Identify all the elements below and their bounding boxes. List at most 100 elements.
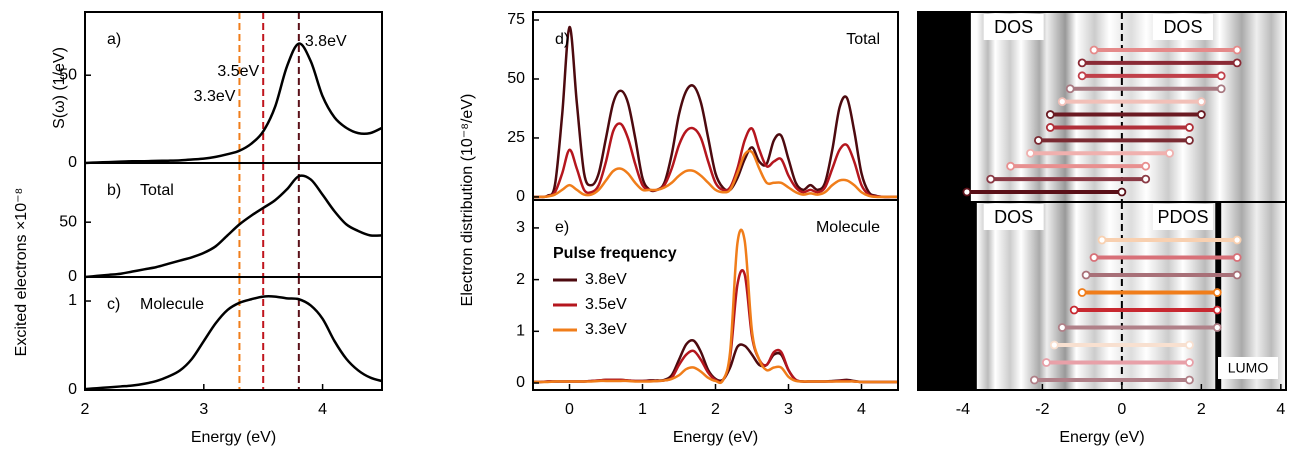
y-tick-label: 75 [507, 11, 525, 28]
y-tick-label: 1 [516, 323, 525, 340]
y-axis-label: Excited electrons ×10⁻⁸ [13, 188, 30, 357]
transition-start [1034, 135, 1043, 145]
data-line [84, 42, 383, 165]
x-tick-label: 4 [1276, 401, 1285, 418]
transition-start [962, 187, 972, 197]
y-axis-label: S(ω) (1/eV) [51, 47, 68, 129]
transition-end [1212, 288, 1222, 297]
x-axis-label: Energy (eV) [673, 429, 758, 446]
transition-start [1006, 161, 1015, 171]
x-tick-label: -2 [1035, 401, 1049, 418]
data-line [532, 149, 898, 199]
y-tick-label: 25 [507, 129, 525, 146]
transition-end [1165, 148, 1174, 158]
transition-end [1216, 84, 1226, 94]
transition-end [1196, 110, 1206, 119]
transition-start [1045, 110, 1055, 119]
panel-header: DOS [994, 17, 1033, 37]
panel-label: c) [107, 296, 120, 313]
x-tick-label: 4 [857, 401, 866, 418]
transition-start [1081, 270, 1091, 280]
x-tick-label: 1 [638, 401, 647, 418]
panel-header: DOS [994, 207, 1033, 227]
dos-background [918, 12, 1286, 202]
transition-start [1089, 253, 1099, 262]
y-tick-label: 50 [59, 213, 77, 230]
transition-end [1232, 270, 1242, 280]
panel-label: b) [107, 182, 121, 199]
data-line [84, 174, 383, 279]
transition-end [1212, 323, 1222, 332]
d-band-label: d-band [936, 87, 951, 127]
lumo-label-bg [1218, 357, 1278, 379]
x-tick-label: 0 [1117, 401, 1126, 418]
y-tick-label: 0 [68, 381, 77, 398]
transition-start [1065, 84, 1075, 94]
lumo-label: LUMO [1228, 360, 1269, 376]
x-tick-label: 2 [711, 401, 720, 418]
legend-label: 3.5eV [585, 296, 627, 313]
transition-end [1232, 235, 1242, 245]
transition-start [1041, 358, 1051, 367]
plot-frame [84, 162, 383, 278]
transition-end [1212, 305, 1222, 315]
x-axis-label: Energy (eV) [1059, 429, 1144, 446]
header-bg [983, 14, 1044, 40]
legend-label: 3.8eV [585, 271, 627, 288]
data-line [532, 25, 898, 199]
transition-start [1057, 323, 1067, 332]
x-tick-label: 2 [81, 401, 90, 418]
x-tick-label: 2 [1197, 401, 1206, 418]
transition-end [1185, 340, 1194, 350]
transition-start [1077, 288, 1087, 297]
transition-end [1232, 45, 1242, 55]
y-tick-label: 2 [516, 271, 525, 288]
panel-note: Total [140, 182, 174, 199]
x-tick-label: 3 [199, 401, 208, 418]
panel-label: g) [930, 223, 944, 240]
panel-note: Molecule [140, 296, 204, 313]
header-bg [983, 204, 1044, 230]
transition-end [1185, 135, 1194, 145]
panel-note: Molecule [816, 219, 880, 236]
transition-start [1045, 123, 1055, 132]
transition-start [1077, 58, 1087, 68]
plot-frame [84, 276, 383, 391]
x-tick-label: 3 [784, 401, 793, 418]
transition-end [1185, 123, 1194, 132]
transition-start [1077, 71, 1087, 81]
y-axis-label: Electron distribution (10⁻⁸/eV) [459, 94, 476, 307]
reference-label: 3.8eV [305, 33, 347, 50]
reference-label: 3.3eV [194, 88, 236, 105]
panel-label: a) [107, 31, 121, 48]
d-band-label: d-band [939, 276, 954, 316]
panel-header: DOS [1163, 17, 1202, 37]
transition-end [1232, 253, 1242, 262]
plot-frame [917, 201, 1287, 391]
y-tick-label: 0 [516, 188, 525, 205]
transition-end [1196, 97, 1206, 107]
y-tick-label: 0 [516, 374, 525, 391]
y-tick-label: 3 [516, 219, 525, 236]
y-tick-label: 0 [68, 268, 77, 285]
transition-end [1185, 358, 1194, 367]
transition-end [1232, 58, 1242, 68]
y-tick-label: 0 [68, 154, 77, 171]
transition-start [1097, 235, 1107, 245]
transition-end [1216, 71, 1226, 81]
transition-start [1049, 340, 1059, 350]
x-tick-label: 0 [565, 401, 574, 418]
transition-end [1117, 187, 1127, 197]
data-line [84, 295, 383, 391]
panel-note: Total [846, 31, 880, 48]
x-tick-label: -4 [956, 401, 970, 418]
y-tick-label: 50 [507, 70, 525, 87]
d-band [918, 12, 971, 202]
data-line [532, 338, 898, 384]
transition-start [1026, 148, 1035, 158]
data-line [532, 122, 898, 199]
panel-header: PDOS [1157, 207, 1208, 227]
transition-start [1069, 305, 1079, 315]
transition-end [1185, 375, 1194, 385]
